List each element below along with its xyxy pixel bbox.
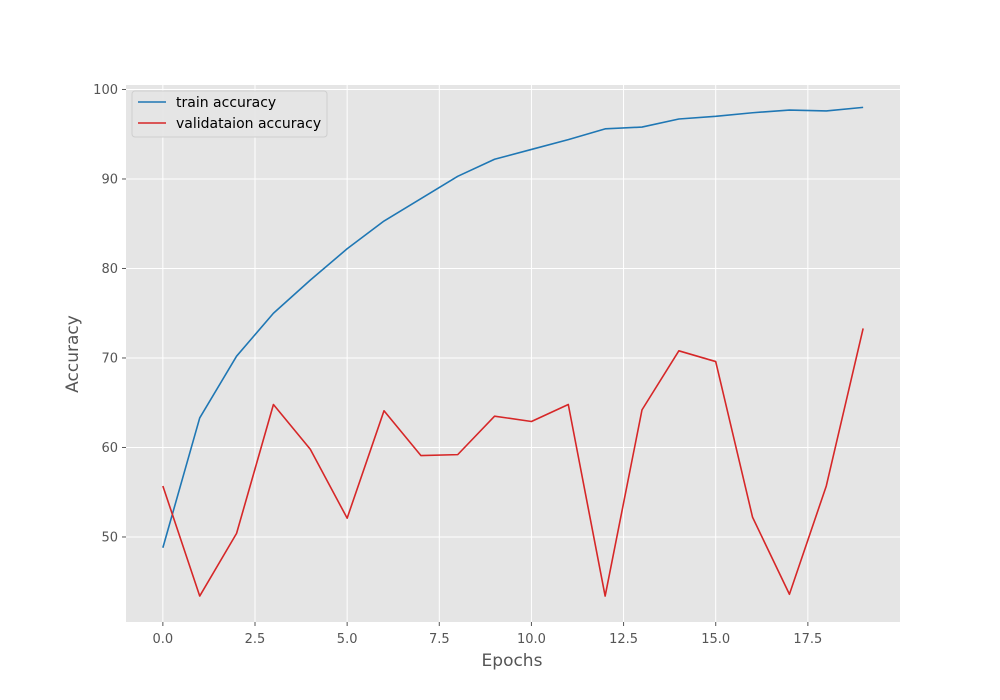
- series-line-1: [162, 328, 864, 597]
- x-axis-label: Epochs: [482, 651, 543, 671]
- series-line-0: [162, 106, 864, 548]
- y-tick-label: 100: [93, 83, 118, 98]
- x-tick-label: 12.5: [609, 632, 638, 647]
- y-axis-label: Accuracy: [63, 315, 83, 393]
- y-tick-label: 50: [101, 530, 118, 545]
- x-tick-label: 0.0: [153, 632, 174, 647]
- series-lines: [162, 106, 864, 597]
- x-tick-label: 10.0: [517, 632, 546, 647]
- grid-lines: [126, 85, 900, 622]
- y-tick-label: 90: [101, 172, 118, 187]
- legend-label: train accuracy: [176, 95, 276, 111]
- x-tick-label: 15.0: [701, 632, 730, 647]
- y-tick-label: 80: [101, 262, 118, 277]
- x-tick-label: 2.5: [245, 632, 266, 647]
- legend-box: [131, 90, 328, 138]
- x-tick-label: 17.5: [793, 632, 822, 647]
- y-axis-ticks: 50 60 70 80 90 100: [93, 83, 126, 545]
- y-tick-label: 60: [101, 441, 118, 456]
- legend-label: validataion accuracy: [176, 116, 321, 132]
- x-axis-ticks: 0.0 2.5 5.0 7.5 10.0 12.5 15.0 17.5: [153, 622, 822, 647]
- x-tick-label: 5.0: [337, 632, 358, 647]
- plot-area-background: [126, 85, 900, 622]
- legend: train accuracy validataion accuracy: [131, 90, 328, 138]
- x-tick-label: 7.5: [429, 632, 450, 647]
- y-tick-label: 70: [101, 351, 118, 366]
